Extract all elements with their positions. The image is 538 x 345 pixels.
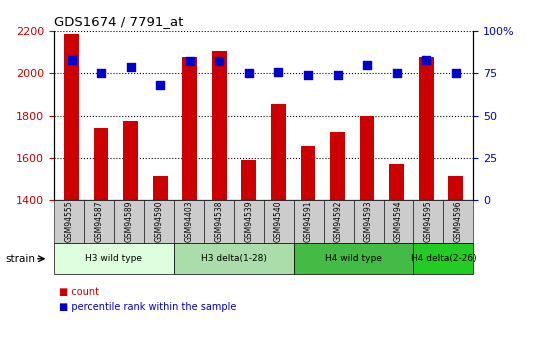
Bar <box>301 146 315 200</box>
Point <box>97 71 105 76</box>
Text: GSM94555: GSM94555 <box>64 201 73 243</box>
Text: GSM94539: GSM94539 <box>244 201 253 243</box>
Text: GSM94596: GSM94596 <box>454 201 463 243</box>
Text: H3 delta(1-28): H3 delta(1-28) <box>201 254 267 263</box>
Bar <box>64 34 79 200</box>
Bar <box>330 132 345 200</box>
Text: GSM94403: GSM94403 <box>184 201 193 243</box>
Text: H4 delta(2-26): H4 delta(2-26) <box>410 254 476 263</box>
Point <box>67 57 76 62</box>
Bar <box>123 121 138 200</box>
Bar <box>271 104 286 200</box>
Text: GDS1674 / 7791_at: GDS1674 / 7791_at <box>54 16 183 29</box>
Text: GSM94592: GSM94592 <box>334 201 343 243</box>
Bar <box>242 160 256 200</box>
Text: ■ count: ■ count <box>59 287 99 296</box>
Bar <box>182 58 197 200</box>
Point <box>156 82 165 88</box>
Point <box>303 72 312 78</box>
Point <box>451 71 460 76</box>
Text: GSM94594: GSM94594 <box>394 201 403 243</box>
Point <box>215 59 224 64</box>
Point <box>392 71 401 76</box>
Bar <box>212 51 226 200</box>
Text: GSM94587: GSM94587 <box>94 201 103 243</box>
Bar <box>153 176 167 200</box>
Text: GSM94593: GSM94593 <box>364 201 373 243</box>
Point <box>363 62 371 68</box>
Point <box>245 71 253 76</box>
Bar <box>448 176 463 200</box>
Point <box>333 72 342 78</box>
Bar <box>389 164 404 200</box>
Point <box>186 59 194 64</box>
Text: H4 wild type: H4 wild type <box>325 254 382 263</box>
Text: ■ percentile rank within the sample: ■ percentile rank within the sample <box>59 302 237 312</box>
Bar <box>94 128 109 200</box>
Bar <box>419 58 434 200</box>
Text: GSM94595: GSM94595 <box>424 201 433 243</box>
Point <box>126 64 135 69</box>
Bar <box>360 116 374 200</box>
Text: GSM94538: GSM94538 <box>214 201 223 243</box>
Point <box>274 69 282 75</box>
Text: strain: strain <box>5 254 36 264</box>
Text: GSM94589: GSM94589 <box>124 201 133 243</box>
Text: GSM94591: GSM94591 <box>304 201 313 243</box>
Text: GSM94590: GSM94590 <box>154 201 163 243</box>
Text: GSM94540: GSM94540 <box>274 201 283 243</box>
Text: H3 wild type: H3 wild type <box>85 254 142 263</box>
Point <box>422 57 430 62</box>
